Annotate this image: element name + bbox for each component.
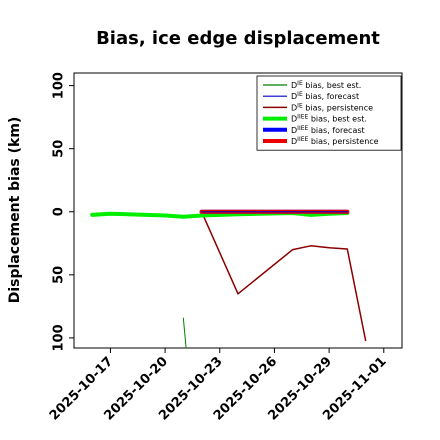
legend: DIE bias, best est.DIE bias, forecastDIE… [256,75,402,151]
legend-label: DIE bias, best est. [291,80,361,90]
legend-label: DIE bias, persistence [291,102,373,112]
legend-label: DIIEE bias, persistence [291,136,379,146]
legend-label: DIIEE bias, forecast [291,125,365,135]
legend-box [256,75,402,151]
y-tick-label: 50 [52,266,67,284]
y-tick-label: 0 [52,207,67,216]
legend-label: DIE bias, forecast [291,91,359,101]
y-tick-label: 100 [52,72,67,99]
series-line [90,211,350,219]
marker-line [182,317,187,348]
y-tick-label: 50 [52,140,67,158]
y-tick-label: 100 [52,324,67,351]
series-line [200,211,367,342]
plot-frame [73,72,403,349]
chart-title: Bias, ice edge displacement [96,28,380,49]
y-axis-label: Displacement bias (km) [7,117,23,304]
legend-label: DIIEE bias, best est. [291,114,367,124]
